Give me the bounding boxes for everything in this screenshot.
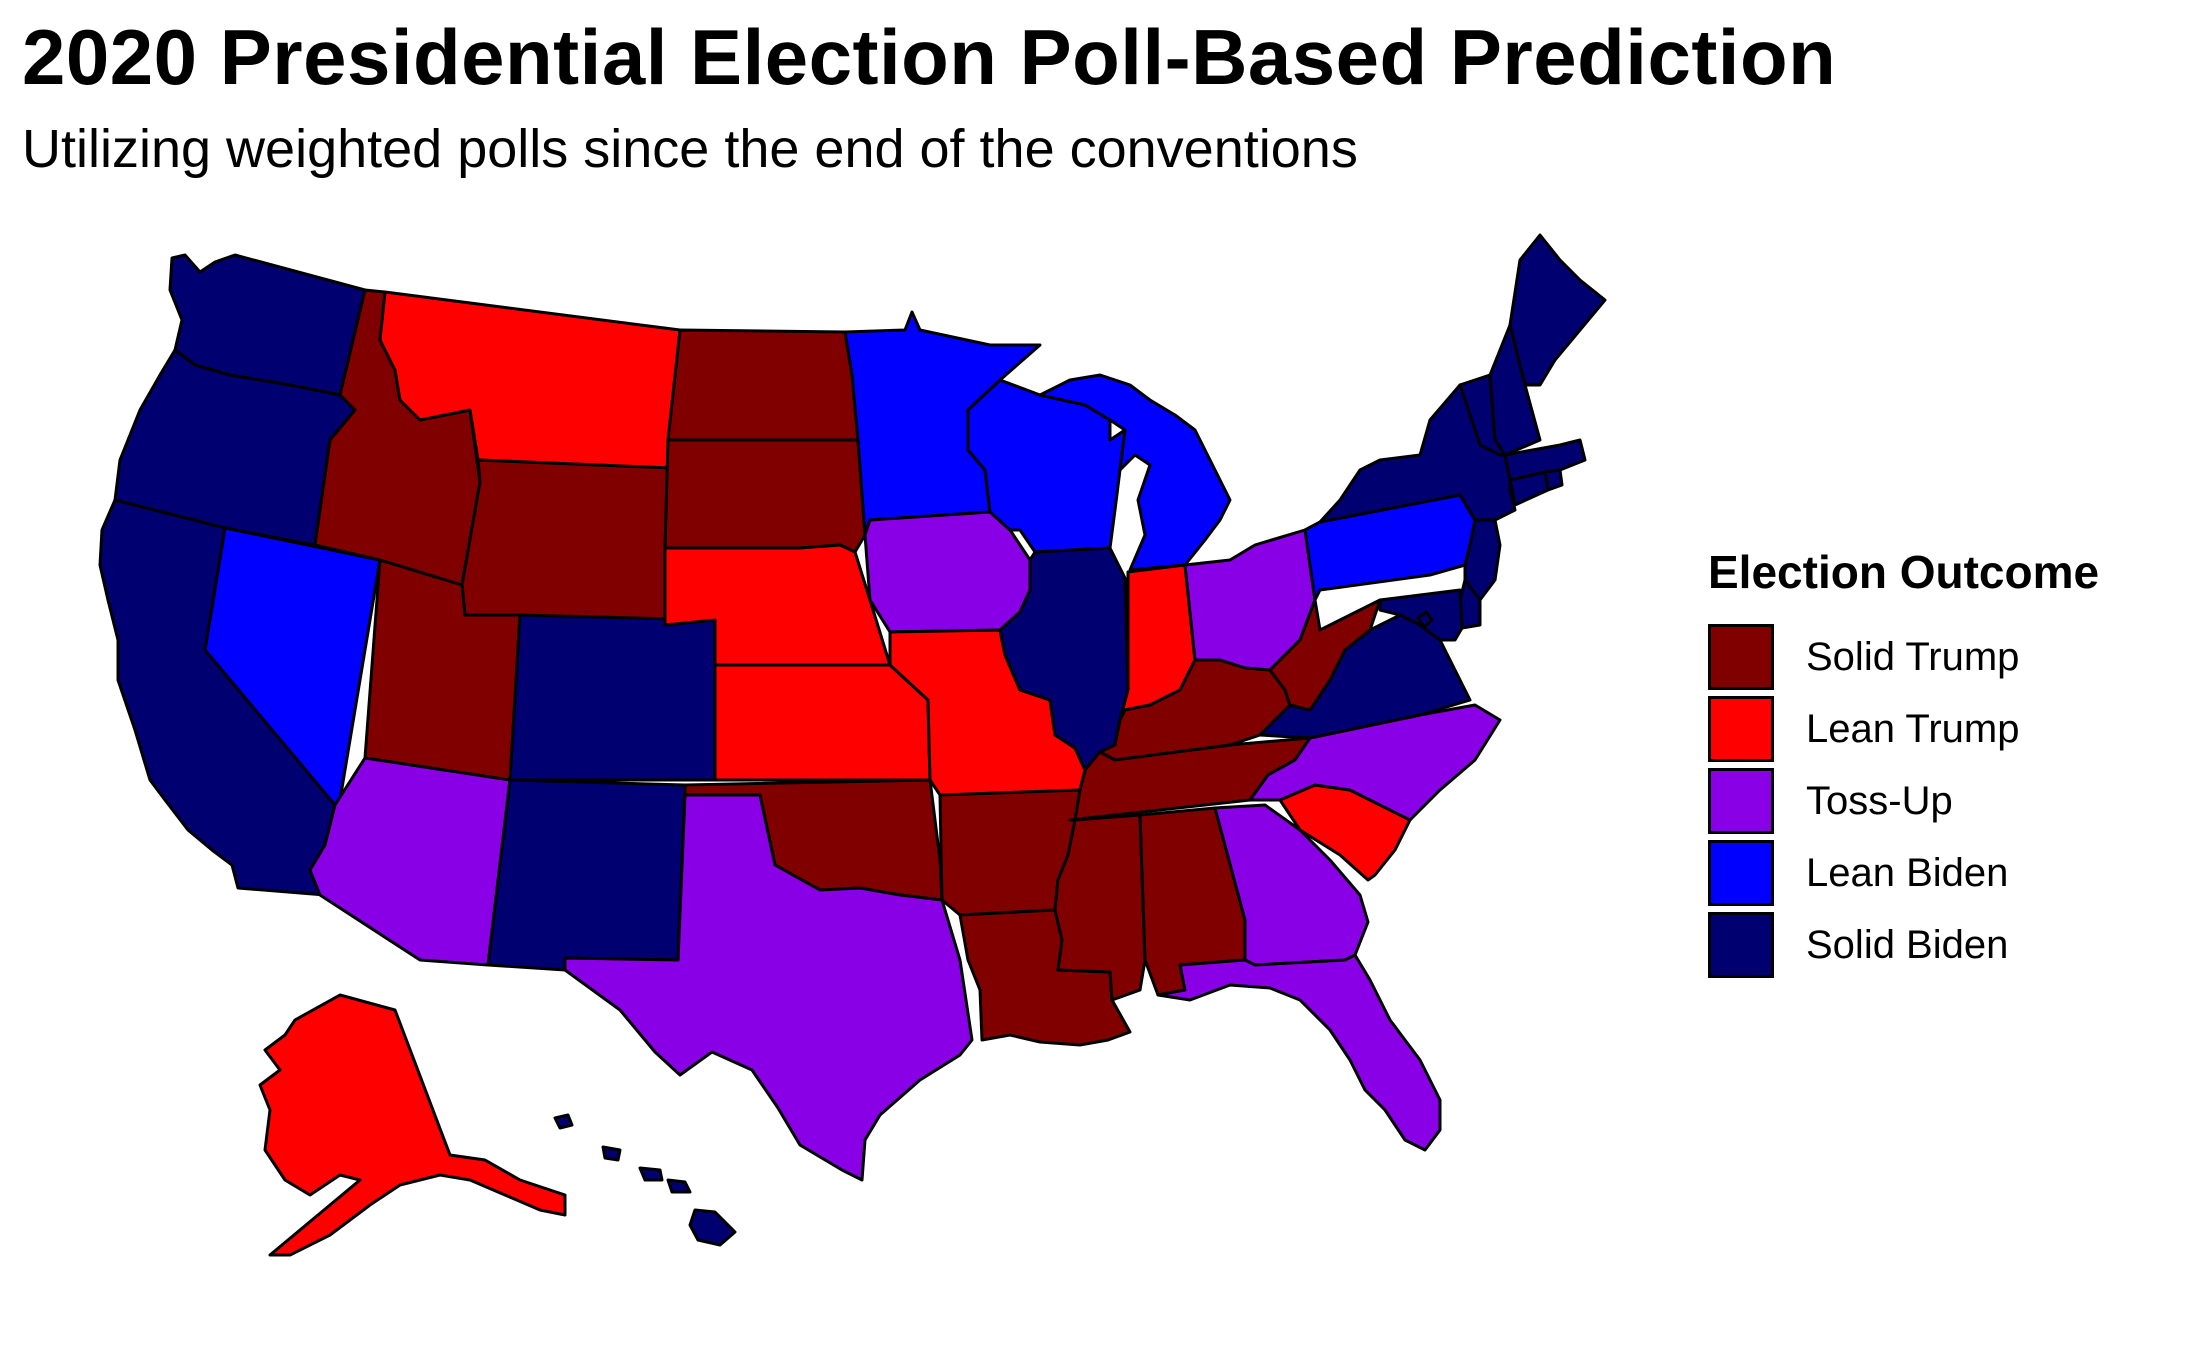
legend-item-lean-trump: Lean Trump bbox=[1708, 693, 2099, 765]
legend-label: Solid Biden bbox=[1806, 923, 2008, 968]
state-hi bbox=[555, 1115, 735, 1245]
us-state-map bbox=[0, 0, 1700, 1350]
legend-label: Lean Trump bbox=[1806, 707, 2019, 752]
legend-item-toss-up: Toss-Up bbox=[1708, 765, 2099, 837]
legend: Election Outcome Solid Trump Lean Trump To… bbox=[1708, 545, 2099, 981]
state-nm bbox=[488, 780, 685, 970]
state-nd bbox=[668, 330, 858, 440]
state-me bbox=[1510, 235, 1605, 385]
state-wy bbox=[462, 460, 670, 625]
legend-swatch bbox=[1708, 696, 1774, 762]
state-ia bbox=[865, 512, 1030, 632]
legend-item-lean-biden: Lean Biden bbox=[1708, 837, 2099, 909]
state-ak bbox=[260, 995, 565, 1255]
legend-label: Lean Biden bbox=[1806, 851, 2008, 896]
state-ks bbox=[715, 665, 930, 780]
states-layer bbox=[100, 235, 1605, 1255]
legend-label: Toss-Up bbox=[1806, 779, 1953, 824]
legend-swatch bbox=[1708, 912, 1774, 978]
legend-item-solid-trump: Solid Trump bbox=[1708, 621, 2099, 693]
legend-item-solid-biden: Solid Biden bbox=[1708, 909, 2099, 981]
state-co bbox=[510, 615, 715, 780]
legend-swatch bbox=[1708, 840, 1774, 906]
legend-swatch bbox=[1708, 768, 1774, 834]
state-sd bbox=[665, 440, 865, 552]
state-fl bbox=[1158, 955, 1440, 1150]
legend-swatch bbox=[1708, 624, 1774, 690]
legend-items: Solid Trump Lean Trump Toss-Up Lean Biden So… bbox=[1708, 621, 2099, 981]
legend-label: Solid Trump bbox=[1806, 635, 2019, 680]
legend-title: Election Outcome bbox=[1708, 545, 2099, 599]
